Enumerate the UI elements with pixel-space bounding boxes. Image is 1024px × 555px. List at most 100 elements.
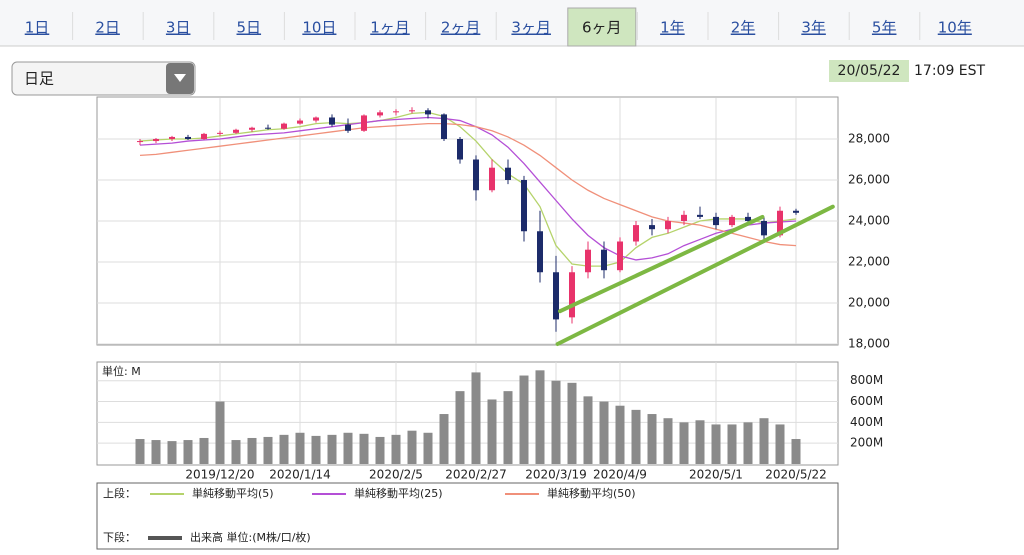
volume-bar: [455, 391, 465, 464]
volume-bar: [647, 414, 657, 464]
volume-bar: [327, 434, 337, 464]
x-tick-label: 2020/4/9: [593, 468, 647, 482]
candle-body: [553, 272, 559, 320]
x-tick-label: 2020/2/27: [445, 468, 507, 482]
tab[interactable]: 3日: [166, 19, 191, 37]
tab-bar: [0, 0, 1024, 46]
tab[interactable]: 5日: [237, 19, 262, 37]
moving-average-line: [139, 122, 797, 247]
tab[interactable]: 6ヶ月: [582, 19, 622, 37]
candle-body: [457, 139, 463, 160]
interval-select[interactable]: [11, 61, 196, 96]
volume-bar: [791, 439, 801, 464]
candle-body: [473, 159, 479, 191]
candle-body: [169, 136, 175, 139]
tab[interactable]: 5年: [872, 19, 897, 37]
volume-bar: [567, 382, 577, 464]
candle-body: [665, 221, 671, 230]
legend-entry: 出来高 単位:(M株/口/枚): [190, 530, 311, 544]
x-tick-label: 2020/2/5: [369, 468, 423, 482]
tab[interactable]: 2日: [95, 19, 120, 37]
candle-body: [505, 167, 511, 180]
tab[interactable]: 3ヶ月: [511, 19, 551, 37]
x-tick-label: 2020/5/22: [765, 468, 827, 482]
candle-body: [521, 180, 527, 232]
x-tick-label: 2020/3/19: [525, 468, 587, 482]
candle-body: [249, 127, 255, 130]
candle-body: [265, 127, 271, 129]
candle-body: [329, 117, 335, 125]
volume-bar: [263, 436, 273, 464]
candle-body: [697, 214, 703, 217]
candle-body: [441, 114, 447, 139]
candle-body: [281, 123, 287, 129]
legend-heading: 上段：: [103, 486, 136, 500]
interval-label: 日足: [24, 70, 54, 88]
candle-body: [537, 231, 543, 273]
volume-bar: [311, 435, 321, 464]
candle-body: [729, 216, 735, 226]
timestamp-date: 20/05/22: [838, 63, 901, 79]
volume-bar: [295, 432, 305, 464]
volume-bar: [775, 424, 785, 464]
trend-line: [555, 204, 835, 346]
y-tick-label: 800M: [850, 373, 883, 387]
y-tick-label: 18,000: [848, 337, 890, 351]
candle-body: [425, 110, 431, 115]
candle-body: [377, 112, 383, 116]
candle-body: [793, 210, 799, 213]
volume-bar: [727, 424, 737, 464]
candle-body: [713, 216, 719, 226]
candle-body: [489, 167, 495, 191]
candle-body: [297, 120, 303, 124]
timestamp-time: 17:09 EST: [914, 63, 986, 79]
volume-bar: [471, 372, 481, 464]
volume-bar: [247, 437, 257, 464]
volume-bar: [519, 375, 529, 464]
volume-bar: [743, 422, 753, 464]
tab-selected-bg: [567, 7, 637, 47]
volume-bar: [167, 441, 177, 464]
y-tick-label: 26,000: [848, 173, 890, 187]
volume-bar: [487, 399, 497, 464]
tab[interactable]: 3年: [801, 19, 826, 37]
candle-body: [761, 221, 767, 236]
volume-bar: [615, 405, 625, 464]
volume-bar: [535, 370, 545, 464]
volume-bar: [599, 401, 609, 464]
volume-bar: [759, 418, 769, 464]
candle-body: [617, 241, 623, 271]
candle-body: [345, 124, 351, 131]
candle-body: [185, 136, 191, 139]
volume-bar: [631, 409, 641, 464]
volume-bar: [551, 380, 561, 464]
legend-box: [96, 482, 839, 550]
tab[interactable]: 1年: [660, 19, 685, 37]
tab[interactable]: 10日: [302, 19, 336, 37]
tab[interactable]: 10年: [938, 19, 972, 37]
volume-bar: [407, 430, 417, 464]
volume-bar: [231, 440, 241, 464]
x-tick-label: 2020/5/1: [689, 468, 743, 482]
candle-body: [585, 249, 591, 273]
volume-bar: [439, 414, 449, 464]
volume-bar: [679, 422, 689, 464]
volume-bar: [583, 396, 593, 464]
legend-heading: 下段：: [103, 530, 136, 544]
candle-body: [137, 141, 143, 143]
tab[interactable]: 2年: [731, 19, 756, 37]
volume-bar: [663, 418, 673, 464]
tab[interactable]: 1日: [25, 19, 50, 37]
volume-bar: [343, 432, 353, 464]
tab[interactable]: 1ヶ月: [370, 19, 410, 37]
candle-body: [409, 110, 415, 112]
legend-entry: 単純移動平均(5): [192, 486, 274, 500]
legend-entry: 単純移動平均(50): [547, 486, 636, 500]
volume-bar: [711, 424, 721, 464]
candle-body: [601, 249, 607, 271]
volume-bar: [695, 420, 705, 464]
candle-body: [649, 225, 655, 230]
candle-body: [777, 210, 783, 236]
tab[interactable]: 2ヶ月: [441, 19, 481, 37]
